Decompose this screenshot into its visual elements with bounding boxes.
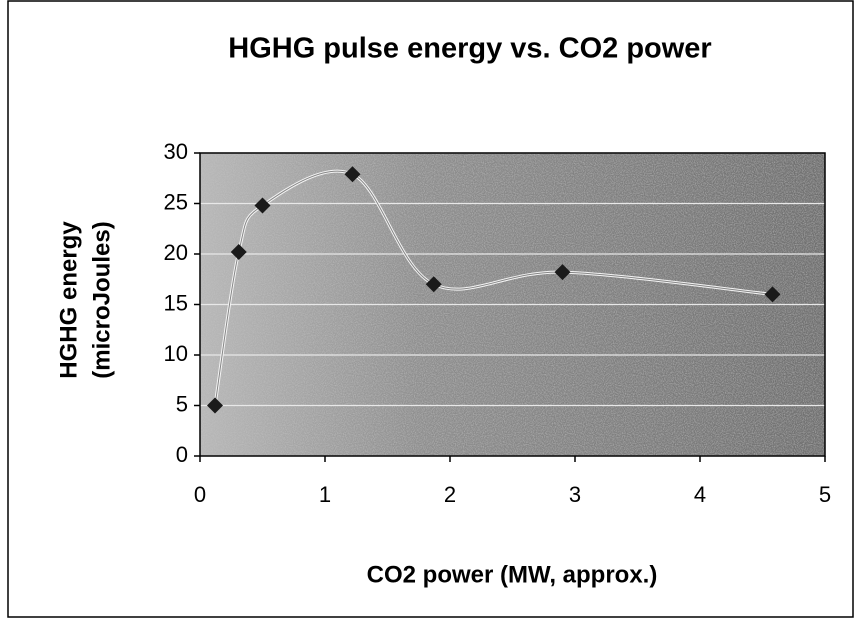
x-tick-label: 4 [694, 482, 706, 507]
data-point [554, 264, 571, 281]
y-tick-label: 20 [164, 240, 188, 265]
x-tick-label: 2 [444, 482, 456, 507]
chart-title: HGHG pulse energy vs. CO2 power [228, 33, 711, 65]
y-tick-label: 15 [164, 290, 188, 315]
plot-border [199, 152, 826, 457]
x-axis-label: CO2 power (MW, approx.) [367, 561, 658, 588]
y-axis-label: (microJoules) [88, 221, 115, 378]
y-tick-label: 30 [164, 139, 188, 164]
x-tick-label: 1 [319, 482, 331, 507]
data-point [230, 243, 247, 260]
data-point [344, 166, 361, 183]
y-tick-label: 5 [176, 391, 188, 416]
y-tick-label: 0 [176, 442, 188, 467]
y-tick-label: 10 [164, 341, 188, 366]
x-tick-label: 5 [819, 482, 831, 507]
chart-frame [7, 0, 854, 618]
data-point [254, 197, 271, 214]
data-point [764, 286, 781, 303]
y-axis-label: HGHG energy [55, 221, 82, 379]
data-point [425, 276, 442, 293]
x-tick-label: 0 [194, 482, 206, 507]
data-point [207, 397, 223, 414]
x-tick-label: 3 [569, 482, 581, 507]
y-tick-label: 25 [164, 189, 188, 214]
